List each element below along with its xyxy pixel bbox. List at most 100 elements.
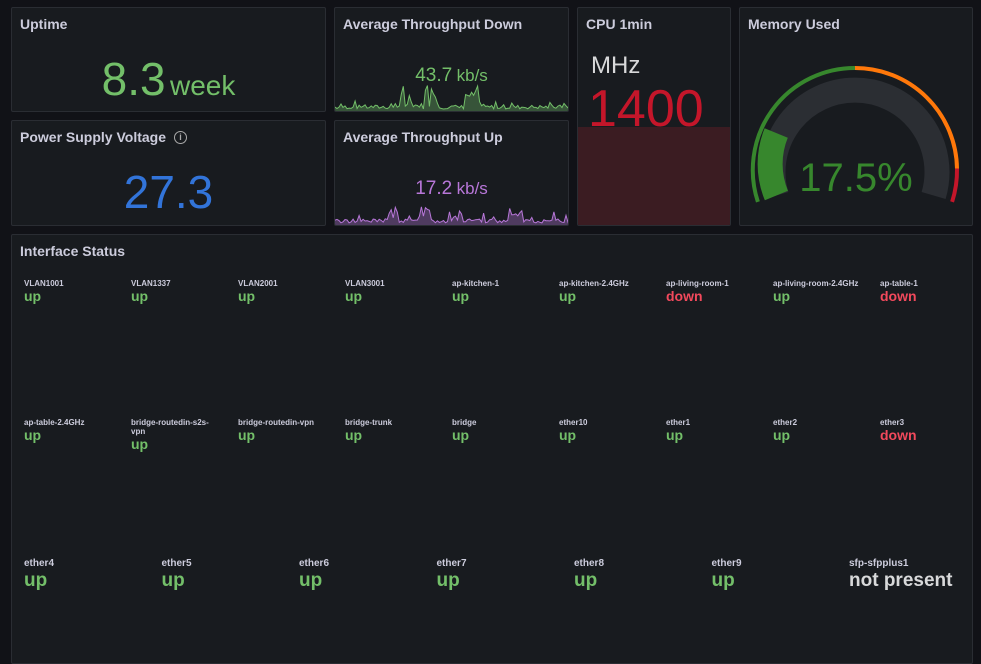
interface-state: up (24, 570, 48, 591)
interface-name: ether3 (880, 418, 905, 427)
interface-state: up (574, 570, 598, 591)
interface-state: down (880, 288, 917, 304)
interface-state: up (238, 288, 256, 304)
memory-value: 17.5% (799, 156, 913, 200)
interface-name: ether9 (711, 558, 742, 569)
throughput-down-unit: kb/s (456, 66, 488, 85)
interface-item: bridge-routedin-vpn up (238, 418, 328, 443)
voltage-value: 27.3 (123, 166, 214, 218)
interface-name: ether5 (161, 558, 192, 569)
interface-name: ether7 (436, 558, 467, 569)
voltage-title: Power Supply Voltage (20, 129, 166, 145)
interface-name: ap-table-1 (880, 279, 918, 288)
interface-state: up (131, 436, 149, 452)
interface-name: ether10 (559, 418, 588, 427)
interface-name: bridge-routedin-vpn (238, 418, 314, 427)
interface-state: up (773, 427, 791, 443)
interface-name: VLAN2001 (238, 279, 278, 288)
panel-title: Interface Status (20, 243, 126, 259)
throughput-up-panel[interactable]: Average Throughput Up 17.2 kb/s (334, 120, 569, 226)
panel-title: Memory Used (748, 16, 840, 32)
panel-title: Power Supply Voltage i (20, 129, 187, 145)
info-icon[interactable]: i (174, 131, 187, 144)
gauge-threshold-orange (854, 66, 959, 169)
interface-item: bridge up (452, 418, 542, 443)
interface-item: ether1 up (666, 418, 756, 443)
interface-item: ap-kitchen-1 up (452, 279, 542, 304)
sparkline-line (335, 205, 568, 224)
interface-state: up (238, 427, 256, 443)
throughput-down-sparkline (335, 84, 568, 111)
cpu-panel[interactable]: CPU 1min MHz 1400 (577, 7, 731, 226)
interface-name: VLAN1337 (131, 279, 171, 288)
interface-item: bridge-routedin-s2s-vpn up (131, 418, 221, 452)
interface-item: ether5 up (162, 558, 252, 592)
sparkline-area (335, 206, 568, 225)
interface-state: up (452, 427, 470, 443)
interface-status-panel[interactable]: Interface Status VLAN1001 up VLAN1337 up VLA… (11, 234, 973, 664)
throughput-down-stat: 43.7 kb/s (335, 65, 568, 87)
interface-state: up (711, 570, 735, 591)
uptime-value: 8.3 (101, 53, 166, 105)
throughput-down-panel[interactable]: Average Throughput Down 43.7 kb/s (334, 7, 569, 112)
interface-item: VLAN1001 up (24, 279, 114, 304)
throughput-up-sparkline (335, 205, 568, 225)
interface-item: ap-kitchen-2.4GHz up (559, 279, 649, 304)
panel-title: CPU 1min (586, 16, 653, 32)
interface-item: ether8 up (574, 558, 664, 592)
interface-item: ether3 down (880, 418, 970, 443)
panel-title: Average Throughput Down (343, 16, 523, 32)
uptime-panel[interactable]: Uptime 8.3 week (11, 7, 326, 112)
interface-item: ether2 up (773, 418, 863, 443)
gauge-threshold-green (750, 65, 856, 203)
interface-name: ap-living-room-2.4GHz (773, 279, 859, 288)
gauge-threshold-red (950, 168, 960, 203)
interface-name: bridge (452, 418, 477, 427)
interface-item: ap-table-2.4GHz up (24, 418, 114, 443)
interface-state: up (436, 570, 460, 591)
interface-state: down (880, 427, 917, 443)
panel-title: Uptime (20, 16, 68, 32)
interface-name: sfp-sfpplus1 (849, 558, 909, 569)
interface-name: VLAN1001 (24, 279, 64, 288)
uptime-unit: week (170, 70, 236, 101)
interface-item: ether4 up (24, 558, 114, 592)
interface-name: ether6 (299, 558, 330, 569)
interface-name: ap-table-2.4GHz (24, 418, 85, 427)
uptime-stat: 8.3 week (12, 52, 325, 106)
interface-name: ether8 (574, 558, 605, 569)
interface-state: up (345, 427, 363, 443)
interface-item: bridge-trunk up (345, 418, 435, 443)
interface-state: up (666, 427, 684, 443)
interface-item: VLAN2001 up (238, 279, 328, 304)
cpu-value: 1400 (588, 80, 704, 138)
interface-state: down (666, 288, 703, 304)
interface-state: up (131, 288, 149, 304)
interface-item: VLAN1337 up (131, 279, 221, 304)
throughput-up-stat: 17.2 kb/s (335, 178, 568, 200)
interface-name: ap-kitchen-2.4GHz (559, 279, 629, 288)
cpu-unit: MHz (591, 52, 641, 79)
throughput-up-unit: kb/s (456, 179, 488, 198)
interface-name: ap-living-room-1 (666, 279, 729, 288)
interface-item: ap-living-room-1 down (666, 279, 756, 304)
interface-name: bridge-routedin-s2s-vpn (131, 418, 209, 436)
interface-state: up (161, 570, 185, 591)
interface-name: ether2 (773, 418, 798, 427)
voltage-panel[interactable]: Power Supply Voltage i 27.3 (11, 120, 326, 226)
memory-panel[interactable]: Memory Used 17.5% (739, 7, 973, 226)
interface-state: not present (849, 570, 953, 591)
interface-name: bridge-trunk (345, 418, 393, 427)
interface-item: sfp-sfpplus1 not present (849, 558, 952, 592)
interface-item: ap-living-room-2.4GHz up (773, 279, 863, 304)
interface-item: ether9 up (712, 558, 802, 592)
sparkline-area (335, 85, 568, 111)
interface-name: VLAN3001 (345, 279, 385, 288)
gauge-value-arc (757, 128, 789, 201)
sparkline-line (335, 84, 568, 111)
interface-state: up (773, 288, 791, 304)
interface-item: VLAN3001 up (345, 279, 435, 304)
interface-state: up (559, 288, 577, 304)
memory-gauge (750, 65, 960, 203)
throughput-down-value: 43.7 (415, 65, 453, 86)
